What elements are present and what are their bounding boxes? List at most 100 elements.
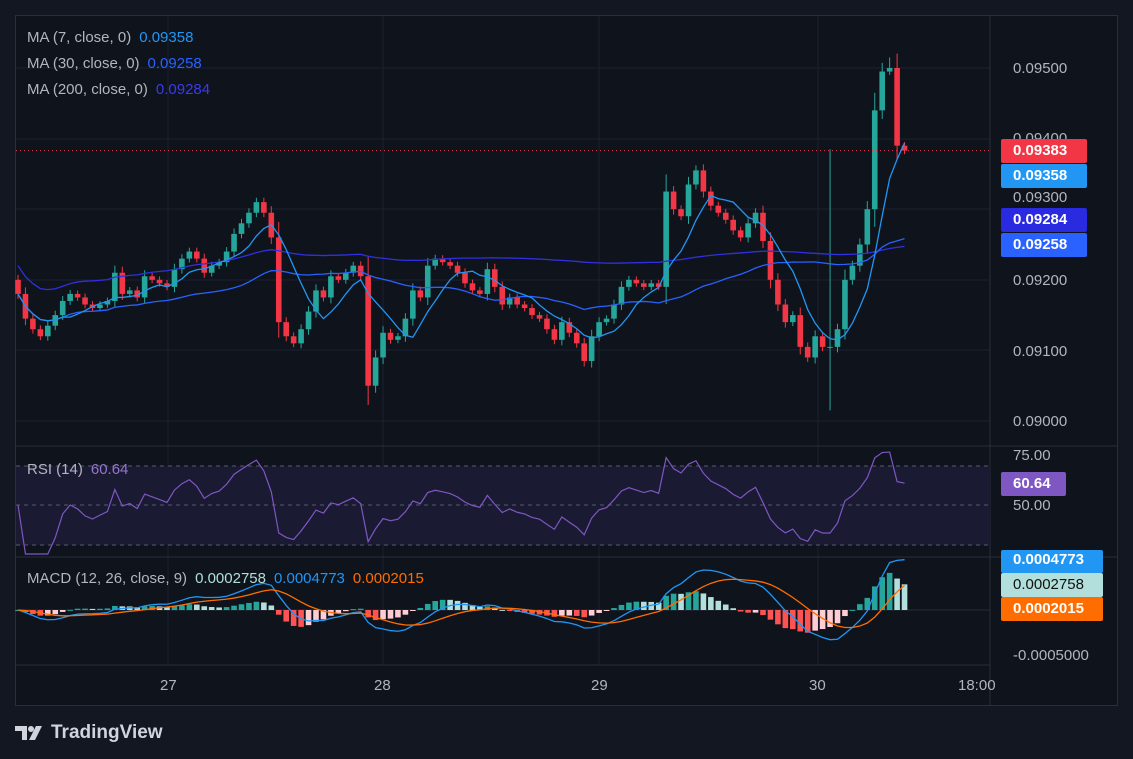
macd-histogram-bar — [97, 608, 103, 610]
rsi-line — [17, 451, 905, 555]
candle-body — [305, 311, 312, 330]
macd-histogram-bar — [722, 604, 729, 610]
macd-histogram-bar — [216, 607, 222, 610]
candle-body — [685, 184, 692, 217]
legend-ma200[interactable]: MA (200, close, 0) 0.09284 — [27, 81, 210, 98]
macd-line-value: 0.0004773 — [273, 570, 345, 587]
macd-histogram-bar — [663, 595, 669, 610]
macd-histogram-bar — [261, 602, 267, 610]
candle-body — [499, 286, 506, 305]
macd-histogram-bar — [290, 610, 297, 626]
legend-ma7[interactable]: MA (7, close, 0) 0.09358 — [27, 29, 193, 46]
macd-histogram-bar — [477, 606, 483, 610]
macd-histogram-bar — [678, 593, 684, 610]
candle-body — [596, 322, 602, 337]
macd-label: MACD (12, 26, close, 9) — [27, 570, 188, 587]
candle-body — [67, 293, 73, 301]
candle-body — [633, 279, 640, 284]
candle-body — [894, 68, 900, 146]
macd-line-tag: 0.0004773 — [1001, 550, 1103, 573]
macd-hist-tag: 0.0002758 — [1001, 573, 1103, 597]
macd-histogram-bar — [238, 604, 245, 610]
macd-histogram-bar — [164, 607, 170, 610]
candle-body — [775, 279, 781, 305]
candle-body — [663, 191, 669, 287]
macd-histogram-bar — [573, 610, 580, 616]
macd-histogram-bar — [618, 604, 625, 610]
macd-histogram-bar — [797, 610, 804, 632]
macd-histogram-bar — [67, 609, 73, 611]
macd-histogram-bar — [410, 610, 416, 611]
candle-body — [208, 265, 215, 273]
candle-body — [842, 279, 848, 330]
candle-body — [112, 272, 118, 301]
macd-histogram-bar — [52, 610, 59, 615]
candle-body — [97, 304, 103, 309]
macd-histogram-bar — [424, 603, 431, 610]
macd-histogram-bar — [149, 606, 155, 610]
candle-body — [641, 283, 647, 287]
legend-rsi[interactable]: RSI (14) 60.64 — [27, 461, 128, 478]
chart-frame[interactable] — [15, 15, 1118, 706]
candle-body — [275, 237, 282, 323]
candle-body — [395, 336, 401, 340]
candle-body — [231, 233, 237, 252]
macd-histogram-bar — [760, 610, 766, 616]
macd-histogram-bar — [871, 586, 878, 610]
ma7-label: MA (7, close, 0) — [27, 29, 132, 46]
candle-body — [253, 202, 260, 213]
candle-body — [74, 293, 81, 298]
macd-histogram-bar — [335, 610, 342, 614]
macd-histogram-bar — [208, 607, 215, 610]
ma200-price-tag: 0.09284 — [1001, 208, 1087, 232]
candle-body — [648, 283, 655, 287]
tradingview-logo[interactable]: TradingView — [15, 722, 163, 744]
candle-body — [223, 251, 230, 263]
candle-body — [179, 258, 185, 270]
macd-histogram-bar — [194, 604, 200, 610]
candle-body — [678, 209, 684, 217]
macd-histogram-bar — [685, 592, 692, 610]
macd-histogram-bar — [305, 610, 312, 626]
macd-histogram-bar — [842, 610, 848, 617]
macd-histogram-bar — [812, 610, 818, 631]
candle-body — [514, 297, 520, 305]
rsi-tick: 75.00 — [1013, 447, 1051, 464]
candle-body — [581, 343, 587, 361]
candle-body — [290, 336, 297, 344]
candle-body — [283, 322, 289, 337]
ma30-label: MA (30, close, 0) — [27, 55, 140, 72]
macd-histogram-bar — [104, 608, 111, 610]
macd-histogram-bar — [782, 610, 789, 629]
candle-body — [693, 170, 699, 185]
candle-body — [573, 332, 580, 344]
candle-body — [439, 258, 446, 263]
macd-histogram-bar — [82, 608, 88, 610]
candle-body — [790, 315, 796, 323]
candle-body — [141, 276, 148, 298]
macd-histogram-bar — [313, 610, 319, 622]
macd-tick: -0.0005000 — [1013, 647, 1089, 664]
rsi-label: RSI (14) — [27, 461, 83, 478]
macd-histogram-bar — [59, 610, 66, 612]
candle-body — [186, 251, 193, 259]
candle-body — [544, 318, 550, 330]
candle-body — [365, 276, 371, 386]
candle-body — [37, 329, 44, 337]
candle-body — [603, 318, 610, 323]
candle-body — [313, 290, 319, 312]
macd-histogram-bar — [395, 610, 401, 618]
candle-body — [380, 332, 386, 358]
tv-logo-icon — [15, 726, 42, 740]
macd-signal-tag: 0.0002015 — [1001, 597, 1103, 621]
candle-body — [417, 290, 424, 298]
macd-histogram-bar — [253, 601, 260, 610]
macd-histogram-bar — [752, 610, 759, 613]
legend-ma30[interactable]: MA (30, close, 0) 0.09258 — [27, 55, 202, 72]
macd-histogram-bar — [506, 610, 513, 611]
candle-body — [164, 283, 170, 287]
macd-signal-value: 0.0002015 — [352, 570, 424, 587]
legend-macd[interactable]: MACD (12, 26, close, 9) 0.0002758 0.000477… — [27, 570, 424, 587]
macd-histogram-bar — [648, 601, 655, 610]
